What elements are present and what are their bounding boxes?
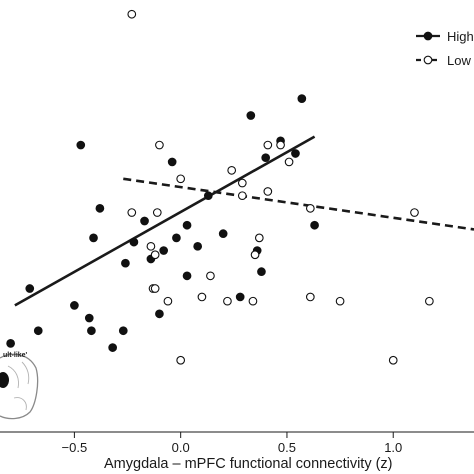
low-data-point <box>250 250 260 260</box>
high-data-point <box>159 246 169 255</box>
high-data-point <box>87 326 96 336</box>
low-data-point <box>146 241 156 251</box>
brain-inset: ult-like' <box>0 352 39 420</box>
low-data-point <box>305 203 315 213</box>
high-data-point <box>167 157 177 167</box>
low-data-point <box>305 292 315 302</box>
x-tick-label: 0.0 <box>172 440 190 455</box>
high-data-point <box>310 220 319 230</box>
legend-high-label: High <box>447 29 474 44</box>
high-data-point <box>182 220 192 230</box>
x-axis-title: Amygdala – mPFC functional connectivity … <box>104 456 393 472</box>
high-data-point <box>297 94 307 103</box>
brain-sulcus-3 <box>21 361 30 385</box>
low-data-point <box>206 271 215 281</box>
low-data-point <box>127 9 137 19</box>
low-data-point <box>248 296 258 306</box>
low-data-point <box>237 191 247 201</box>
low-data-point <box>152 208 162 217</box>
high-data-point <box>246 111 256 120</box>
x-tick-label: 1.0 <box>384 440 402 455</box>
high-data-point <box>203 191 213 201</box>
high-data-point <box>261 153 271 163</box>
legend-high-marker <box>423 31 433 41</box>
low-data-point <box>263 187 273 196</box>
low-data-point <box>227 166 237 175</box>
legend: High Low <box>416 29 474 68</box>
low-data-point <box>176 174 186 184</box>
x-tick-label: 0.5 <box>278 440 296 455</box>
low-data-point <box>150 284 160 293</box>
low-data-point <box>425 296 434 306</box>
high-data-point <box>257 267 266 276</box>
low-data-point <box>176 355 186 365</box>
low-data-point <box>335 296 345 306</box>
high-data-point <box>291 149 300 158</box>
high-data-point <box>33 326 43 336</box>
low-data-point <box>127 208 137 217</box>
low-data-point <box>263 140 273 150</box>
high-data-point <box>172 233 181 243</box>
inset-label: ult-like' <box>3 352 28 359</box>
brain-sulcus-2 <box>13 397 27 411</box>
x-tick-label: −0.5 <box>62 440 88 455</box>
high-data-point <box>182 271 192 281</box>
high-data-point <box>118 326 128 336</box>
legend-low-marker <box>423 55 433 65</box>
low-data-point <box>223 296 232 306</box>
low-data-point <box>155 140 164 150</box>
high-data-point <box>76 140 86 150</box>
low-data-point <box>150 250 160 260</box>
brain-outline <box>0 353 39 420</box>
low-data-point <box>237 178 247 188</box>
high-data-point <box>89 233 98 243</box>
legend-low-label: Low <box>447 53 471 68</box>
low-data-point <box>163 296 173 306</box>
high-data-point <box>70 301 79 310</box>
low-data-point <box>276 140 285 150</box>
high-data-point <box>129 237 139 247</box>
high-data-point <box>218 229 228 239</box>
low-data-point <box>197 292 207 302</box>
brain-region-blob <box>0 372 9 388</box>
high-data-point <box>108 343 118 352</box>
high-data-point <box>155 309 164 319</box>
low-data-point <box>388 355 398 365</box>
high-data-point <box>140 216 149 226</box>
high-data-point <box>193 241 203 251</box>
low-fit-line <box>123 177 474 231</box>
high-data-point <box>25 284 35 293</box>
high-data-point <box>84 313 94 323</box>
high-data-point <box>95 203 105 213</box>
high-data-point <box>6 339 15 348</box>
low-data-point <box>284 157 294 167</box>
high-data-point <box>235 292 245 302</box>
low-data-point <box>410 208 419 217</box>
low-data-point <box>254 233 264 243</box>
brain-sulcus-1 <box>7 365 19 389</box>
high-data-point <box>121 258 130 268</box>
high-fit-line <box>14 135 316 307</box>
